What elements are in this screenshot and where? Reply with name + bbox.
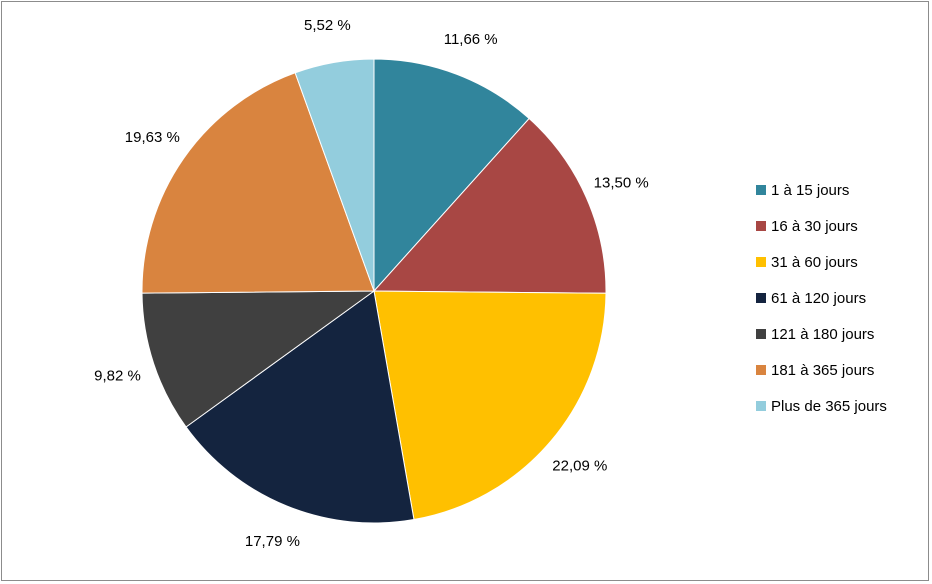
legend-label: Plus de 365 jours — [771, 397, 887, 415]
legend-swatch — [756, 257, 766, 267]
legend-swatch — [756, 185, 766, 195]
pie-slice-5 — [141, 290, 376, 428]
legend-label: 61 à 120 jours — [771, 289, 867, 307]
legend-item-5: 121 à 180 jours — [756, 316, 926, 352]
pie-slice-4 — [185, 290, 415, 524]
legend-label: 121 à 180 jours — [771, 325, 875, 343]
legend-swatch — [756, 365, 766, 375]
pie-slice-1 — [373, 58, 530, 293]
pie-slice-2 — [372, 117, 607, 294]
legend-label: 1 à 15 jours — [771, 181, 850, 199]
pie-slice-3 — [373, 290, 607, 521]
chart-legend: 1 à 15 jours 16 à 30 jours 31 à 60 jours 61… — [756, 172, 926, 424]
data-label-4: 17,79 % — [245, 533, 300, 550]
legend-item-2: 16 à 30 jours — [756, 208, 926, 244]
data-label-5: 9,82 % — [94, 367, 141, 384]
legend-swatch — [756, 329, 766, 339]
legend-item-1: 1 à 15 jours — [756, 172, 926, 208]
pie-slice-6 — [141, 72, 375, 294]
data-label-7: 5,52 % — [304, 17, 351, 34]
data-label-6: 19,63 % — [125, 129, 180, 146]
legend-label: 181 à 365 jours — [771, 361, 875, 379]
legend-label: 16 à 30 jours — [771, 217, 858, 235]
legend-swatch — [756, 401, 766, 411]
pie-slice-7 — [294, 58, 375, 292]
legend-item-7: Plus de 365 jours — [756, 388, 926, 424]
data-label-2: 13,50 % — [594, 174, 649, 191]
legend-item-3: 31 à 60 jours — [756, 244, 926, 280]
legend-item-6: 181 à 365 jours — [756, 352, 926, 388]
legend-swatch — [756, 293, 766, 303]
data-label-3: 22,09 % — [552, 458, 607, 475]
legend-item-4: 61 à 120 jours — [756, 280, 926, 316]
legend-swatch — [756, 221, 766, 231]
data-label-1: 11,66 % — [444, 31, 498, 48]
legend-label: 31 à 60 jours — [771, 253, 858, 271]
